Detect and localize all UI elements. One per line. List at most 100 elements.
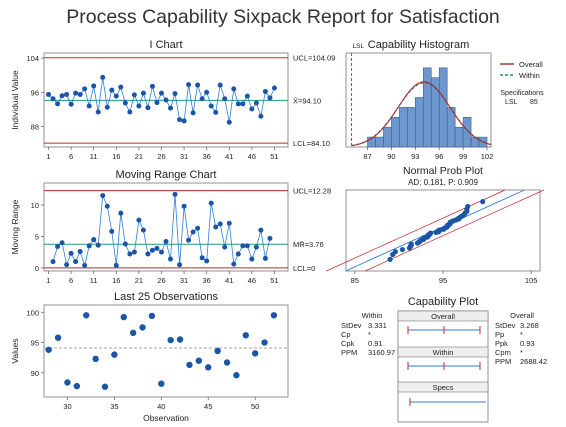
report-title: Process Capability Sixpack Report for Sa… xyxy=(66,6,500,28)
mr-chart-data-point xyxy=(68,250,74,256)
last25-data-point xyxy=(270,312,278,319)
mr-chart-x-tick-label: 46 xyxy=(248,276,256,285)
i-chart-data-point xyxy=(145,105,151,111)
i-chart-data-point xyxy=(104,104,110,110)
i-chart-x-tick-label: 41 xyxy=(225,152,233,161)
i-chart-x-tick-label: 11 xyxy=(90,152,98,161)
mr-chart-x-tick-label: 11 xyxy=(90,276,98,285)
overall-stat-label: Cpm xyxy=(495,348,511,357)
i-chart-data-point xyxy=(222,96,228,102)
mr-chart-data-point xyxy=(172,191,178,197)
hist-bar xyxy=(383,126,392,148)
i-chart-data-point xyxy=(190,110,196,116)
mr-chart-data-point xyxy=(136,217,142,223)
capability-specs-label: Specs xyxy=(433,383,454,392)
mr-chart-y-tick-label: 10 xyxy=(31,201,39,210)
i-chart-x-tick-label: 21 xyxy=(135,152,143,161)
i-chart-data-point xyxy=(208,103,214,109)
specifications-lsl-label: LSL xyxy=(505,99,518,106)
i-chart-data-point xyxy=(73,90,79,96)
last25-data-point xyxy=(158,380,165,387)
mr-chart-data-point xyxy=(77,249,83,255)
mr-chart-data-point xyxy=(122,241,128,247)
last25-y-tick-label: 90 xyxy=(31,369,39,378)
i-chart-data-point xyxy=(77,91,83,97)
capability-overall-header xyxy=(397,310,489,322)
mr-chart-x-tick-label: 16 xyxy=(112,276,120,285)
i-chart-data-point xyxy=(122,100,128,106)
hist-bar xyxy=(375,136,384,148)
mr-chart-data-point xyxy=(59,240,65,246)
last25-data-point xyxy=(214,347,221,355)
mr-chart-data-point xyxy=(181,203,187,209)
i-chart-data-point xyxy=(50,96,56,102)
i-chart-data-point xyxy=(131,92,137,98)
last25-data-point xyxy=(129,329,137,337)
i-chart-data-point xyxy=(258,113,264,119)
mr-chart-data-point xyxy=(217,221,223,227)
mr-chart-data-point xyxy=(240,243,246,249)
last25-xlabel: Observation xyxy=(143,413,189,423)
mr-chart-data-point xyxy=(91,237,97,243)
mr-chart-data-point xyxy=(190,229,196,235)
mr-chart-data-point xyxy=(231,261,237,267)
i-chart-x-tick-label: 1 xyxy=(46,152,50,161)
i-chart-data-point xyxy=(82,86,88,92)
i-chart-data-point xyxy=(100,74,106,80)
mr-chart-data-point xyxy=(204,258,210,264)
mr-chart-x-tick-label: 26 xyxy=(157,276,165,285)
last25-data-point xyxy=(242,332,249,339)
mr-chart-data-point xyxy=(131,249,137,255)
mr-chart-y-tick-label: 5 xyxy=(35,232,39,241)
i-chart-data-point xyxy=(95,109,101,115)
mr-chart-data-point xyxy=(104,203,110,209)
i-chart-data-point xyxy=(213,109,219,115)
within-stat-label: Cp xyxy=(341,330,351,339)
last25-data-point xyxy=(120,313,127,321)
overall-stat-value: 3.268 xyxy=(520,321,539,330)
last25-x-tick-label: 30 xyxy=(63,402,71,411)
i-chart-data-point xyxy=(118,84,124,90)
legend-within-label: Within xyxy=(519,71,540,80)
last25-ylabel: Values xyxy=(10,338,20,363)
mr-chart-data-point xyxy=(213,224,219,230)
last25-y-tick-label: 95 xyxy=(31,339,39,348)
mr-chart-data-point xyxy=(50,259,56,265)
mr-chart-data-point xyxy=(127,251,133,257)
within-stat-label: PPM xyxy=(341,348,357,357)
i-chart-data-point xyxy=(154,100,160,106)
mr-chart-y-tick-label: 0 xyxy=(35,264,39,273)
mr-chart-data-point xyxy=(258,227,264,233)
mr-chart-data-point xyxy=(222,244,228,250)
npp-subtitle: AD: 0.181, P: 0.909 xyxy=(408,178,478,187)
within-stat-value: * xyxy=(368,330,371,339)
npp-x-tick-label: 105 xyxy=(525,276,538,285)
last25-data-point xyxy=(101,383,109,390)
legend-overall-label: Overall xyxy=(519,60,543,69)
mr-chart-data-point xyxy=(235,251,241,257)
i-chart-data-point xyxy=(226,119,232,125)
last25-title: Last 25 Observations xyxy=(114,291,218,303)
overall-stats-heading: Overall xyxy=(510,311,534,320)
last25-y-tick-label: 100 xyxy=(26,308,39,317)
mr-chart-data-point xyxy=(55,243,61,249)
hist-bar xyxy=(391,117,400,148)
mr-chart-data-point xyxy=(186,237,192,243)
i-chart-data-point xyxy=(172,91,178,97)
i-chart-data-point xyxy=(240,101,246,107)
mr-chart-data-point xyxy=(145,251,151,257)
i-chart-data-point xyxy=(91,83,97,89)
overall-stat-label: PPM xyxy=(495,357,511,366)
last25-data-point xyxy=(73,382,81,390)
last25-data-point xyxy=(233,372,240,379)
within-stat-value: 0.91 xyxy=(368,339,383,348)
mr-chart-center-label: MR̄=3.76 xyxy=(293,240,324,249)
i-chart-data-point xyxy=(136,103,142,109)
hist-bar xyxy=(415,97,424,148)
i-chart-data-point xyxy=(249,106,255,112)
i-chart-data-point xyxy=(195,82,201,88)
i-chart-data-point xyxy=(199,96,205,102)
hist-x-tick-label: 90 xyxy=(387,152,395,161)
i-chart-title: I Chart xyxy=(149,39,182,51)
